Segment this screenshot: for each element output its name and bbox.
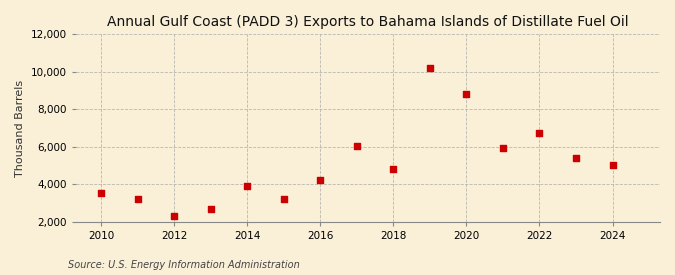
Point (352, 144, 362, 148)
Point (570, 156, 581, 160)
Point (242, 183, 252, 188)
Point (279, 197, 290, 201)
Point (205, 207, 216, 211)
Point (607, 163, 618, 167)
Title: Annual Gulf Coast (PADD 3) Exports to Bahama Islands of Distillate Fuel Oil: Annual Gulf Coast (PADD 3) Exports to Ba… (107, 15, 628, 29)
Point (497, 146, 508, 150)
Point (132, 197, 143, 201)
Point (534, 131, 545, 136)
Point (388, 167, 399, 171)
Point (169, 214, 180, 218)
Point (425, 65, 435, 70)
Text: Source: U.S. Energy Information Administration: Source: U.S. Energy Information Administ… (68, 260, 299, 270)
Y-axis label: Thousand Barrels: Thousand Barrels (15, 79, 25, 177)
Point (461, 92, 472, 96)
Point (96, 191, 107, 196)
Point (315, 178, 326, 182)
